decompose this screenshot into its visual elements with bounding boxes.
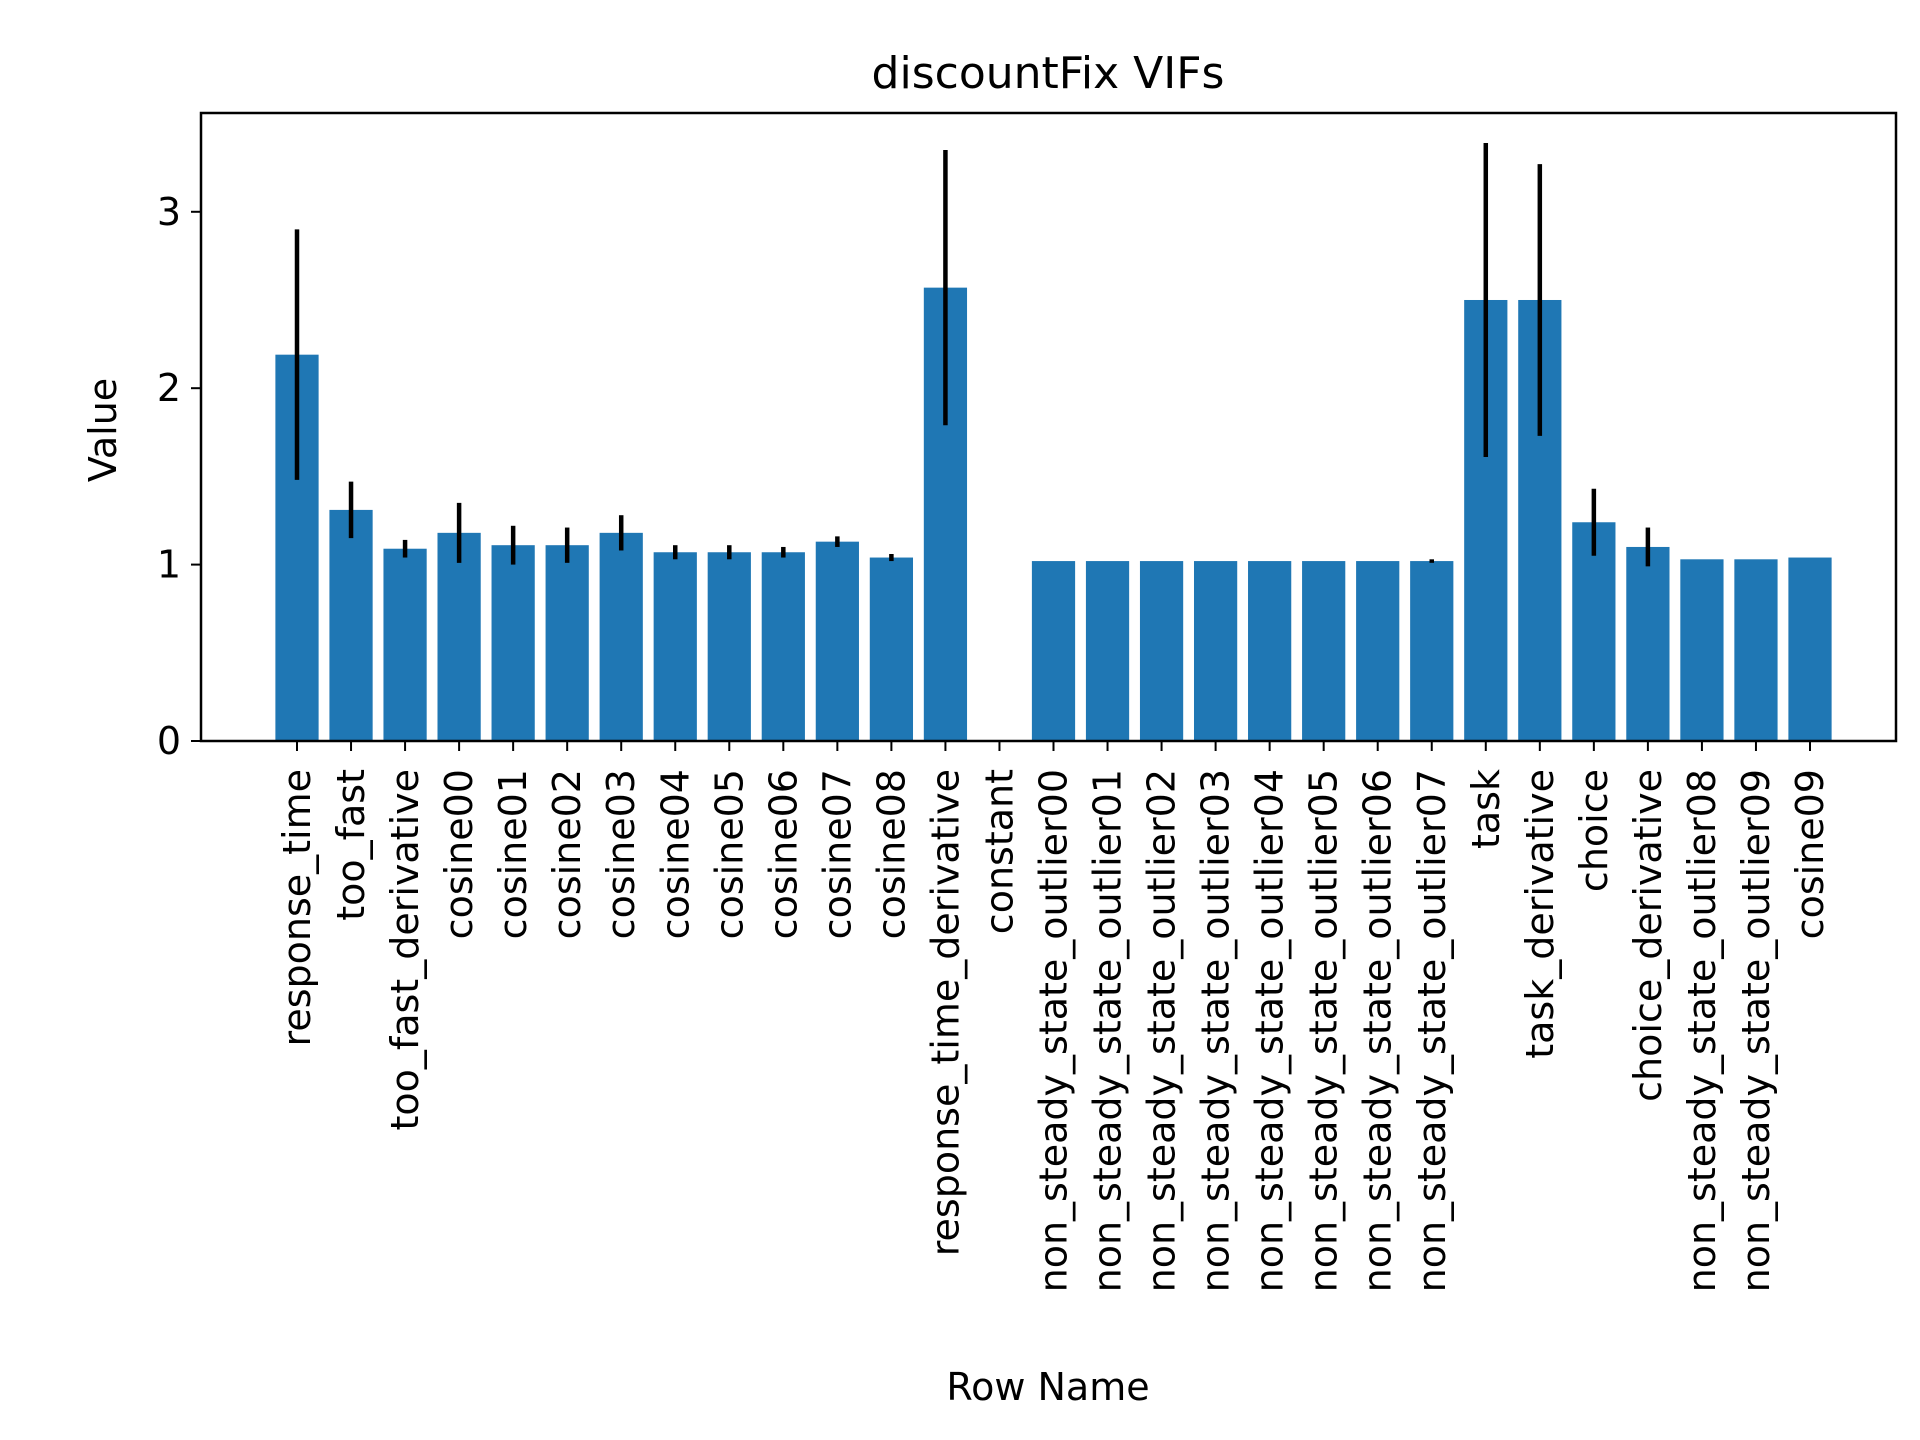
bar-non_steady_state_outlier07 bbox=[1410, 561, 1454, 741]
x-tick-label: cosine00 bbox=[437, 769, 481, 939]
x-tick-label: choice bbox=[1572, 769, 1616, 892]
x-tick-label: response_time_derivative bbox=[923, 769, 967, 1256]
bar-too_fast_derivative bbox=[383, 548, 427, 741]
bar-choice_derivative bbox=[1626, 546, 1670, 741]
y-tick-label: 3 bbox=[157, 190, 181, 234]
y-axis-ticks: 0 1 2 3 bbox=[157, 190, 201, 763]
bar-too_fast bbox=[329, 509, 373, 741]
bar-non_steady_state_outlier03 bbox=[1193, 561, 1238, 741]
x-tick-label: task_derivative bbox=[1518, 769, 1562, 1059]
bar-choice bbox=[1572, 522, 1616, 741]
y-axis-label: Value bbox=[81, 378, 125, 482]
x-tick-label: task bbox=[1464, 769, 1508, 849]
x-tick-label: non_steady_state_outlier05 bbox=[1302, 769, 1346, 1292]
bar-cosine04 bbox=[653, 552, 697, 741]
x-tick-label: cosine04 bbox=[653, 769, 697, 939]
x-tick-label: cosine02 bbox=[545, 769, 589, 939]
x-tick-label: constant bbox=[977, 769, 1021, 934]
x-tick-label: cosine01 bbox=[491, 769, 535, 939]
x-tick-label: too_fast bbox=[329, 769, 373, 921]
x-tick-label: non_steady_state_outlier02 bbox=[1140, 769, 1184, 1292]
x-tick-label: cosine06 bbox=[761, 769, 805, 939]
x-tick-label: too_fast_derivative bbox=[383, 769, 427, 1131]
bar-non_steady_state_outlier02 bbox=[1139, 561, 1184, 741]
x-tick-label: cosine05 bbox=[707, 769, 751, 939]
x-tick-label: non_steady_state_outlier01 bbox=[1086, 769, 1130, 1292]
x-tick-label: non_steady_state_outlier03 bbox=[1194, 769, 1238, 1292]
bar-non_steady_state_outlier05 bbox=[1302, 561, 1346, 741]
bar-cosine06 bbox=[761, 552, 805, 741]
x-axis-ticks: response_time too_fast too_fast_derivative… bbox=[275, 741, 1832, 1292]
bar-non_steady_state_outlier09 bbox=[1734, 559, 1778, 741]
bar-non_steady_state_outlier01 bbox=[1085, 561, 1130, 741]
plot-frame bbox=[199, 111, 1898, 743]
bar-cosine00 bbox=[437, 532, 481, 741]
chart-title: discountFix VIFs bbox=[872, 48, 1225, 99]
x-tick-label: non_steady_state_outlier00 bbox=[1032, 769, 1076, 1292]
bar-cosine03 bbox=[599, 532, 643, 741]
bar-cosine09 bbox=[1788, 557, 1832, 741]
x-tick-label: choice_derivative bbox=[1626, 769, 1670, 1102]
x-tick-label: cosine08 bbox=[869, 769, 913, 939]
bar-cosine02 bbox=[545, 545, 589, 741]
bar-non_steady_state_outlier06 bbox=[1356, 561, 1400, 741]
x-tick-label: response_time bbox=[275, 769, 319, 1046]
y-tick-label: 1 bbox=[157, 543, 181, 587]
x-tick-label: non_steady_state_outlier04 bbox=[1248, 769, 1292, 1292]
bar-non_steady_state_outlier04 bbox=[1248, 561, 1292, 741]
x-axis-label: Row Name bbox=[946, 1365, 1149, 1409]
x-tick-label: cosine09 bbox=[1788, 769, 1832, 939]
bar-non_steady_state_outlier08 bbox=[1680, 559, 1724, 741]
y-tick-label: 0 bbox=[157, 719, 181, 763]
x-tick-label: non_steady_state_outlier06 bbox=[1356, 769, 1400, 1292]
x-tick-label: cosine07 bbox=[815, 769, 859, 939]
bar-cosine05 bbox=[707, 552, 751, 741]
bar-cosine07 bbox=[815, 541, 859, 741]
y-tick-label: 2 bbox=[157, 366, 181, 410]
x-tick-label: non_steady_state_outlier07 bbox=[1410, 769, 1454, 1292]
bar-cosine01 bbox=[491, 545, 535, 741]
bar-non_steady_state_outlier00 bbox=[1031, 561, 1076, 741]
x-tick-label: cosine03 bbox=[599, 769, 643, 939]
errorbars-group bbox=[294, 142, 1651, 567]
bars-group bbox=[275, 287, 1832, 741]
x-tick-label: non_steady_state_outlier08 bbox=[1680, 769, 1724, 1292]
x-tick-label: non_steady_state_outlier09 bbox=[1734, 769, 1778, 1292]
bar-cosine08 bbox=[869, 557, 914, 741]
